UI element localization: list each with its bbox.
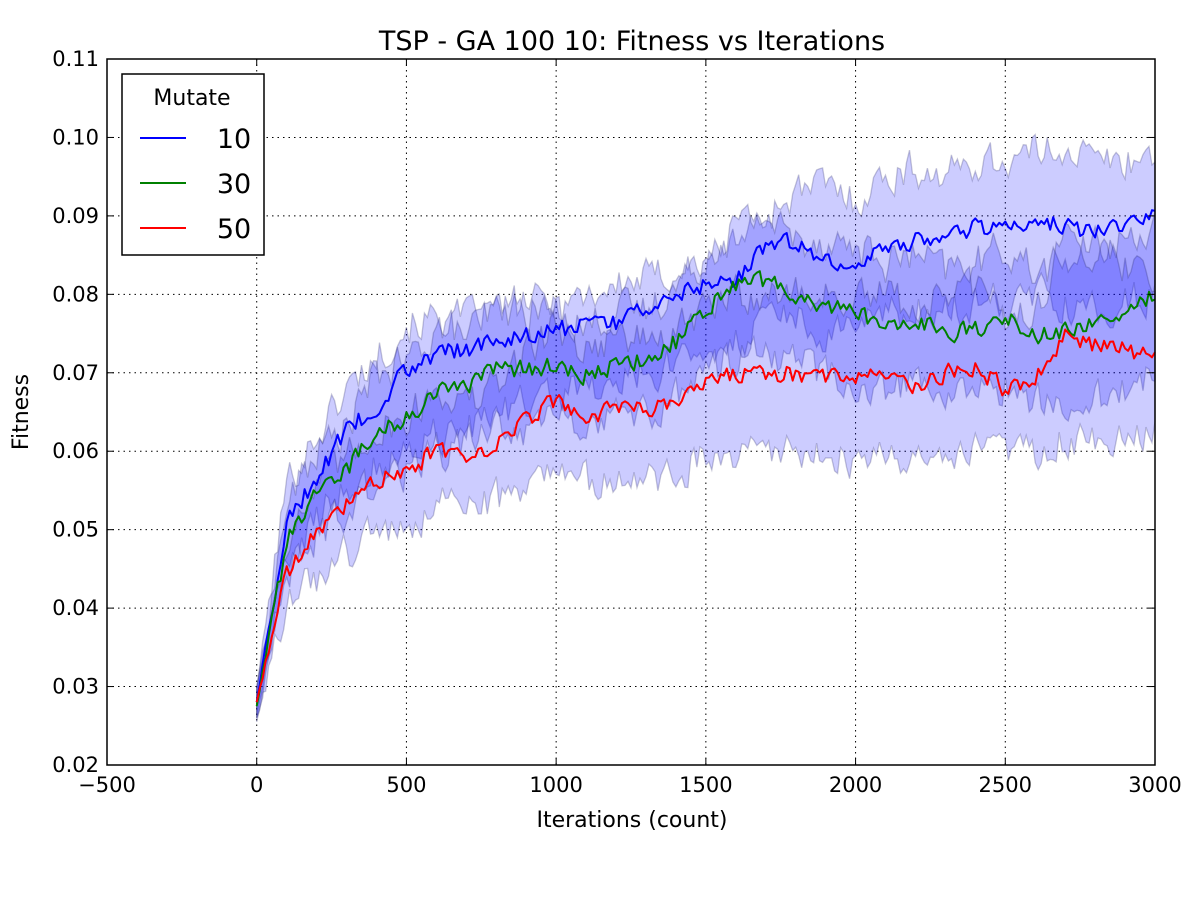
legend-entries: 10 30 50 bbox=[140, 124, 251, 245]
y-tick-label: 0.02 bbox=[52, 753, 99, 777]
line-series-50 bbox=[255, 328, 1156, 703]
x-tick-label: 2000 bbox=[829, 773, 882, 797]
y-tick-label: 0.09 bbox=[52, 204, 99, 228]
legend-title: Mutate bbox=[153, 86, 230, 111]
x-tick-label: 1000 bbox=[529, 773, 582, 797]
plot-frame bbox=[106, 58, 1156, 766]
series-lines bbox=[255, 209, 1156, 707]
y-axis-ticks: 0.02 0.03 0.04 0.05 0.06 0.07 0.08 0.09 0.10 0.11 bbox=[52, 47, 1155, 777]
line-series-30 bbox=[255, 270, 1156, 707]
legend-label-10: 10 bbox=[217, 124, 251, 155]
line-series-10 bbox=[255, 209, 1156, 703]
x-axis-ticks: −500 0 500 1000 1500 2000 2500 3000 bbox=[78, 59, 1182, 797]
x-tick-label: 500 bbox=[386, 773, 426, 797]
x-tick-label: 0 bbox=[250, 773, 263, 797]
y-tick-label: 0.11 bbox=[52, 47, 99, 71]
legend-box bbox=[121, 73, 265, 256]
legend-label-30: 30 bbox=[217, 169, 251, 200]
x-tick-label: 2500 bbox=[979, 773, 1032, 797]
y-tick-label: 0.05 bbox=[52, 518, 99, 542]
y-tick-label: 0.08 bbox=[52, 282, 99, 306]
y-axis-label: Fitness bbox=[9, 374, 34, 450]
x-tick-label: −500 bbox=[78, 773, 136, 797]
legend: Mutate 10 30 50 bbox=[121, 73, 265, 256]
y-tick-label: 0.03 bbox=[52, 675, 99, 699]
y-tick-label: 0.04 bbox=[52, 596, 99, 620]
y-tick-label: 0.10 bbox=[52, 125, 99, 149]
chart-title: TSP - GA 100 10: Fitness vs Iterations bbox=[378, 26, 885, 57]
x-axis-label: Iterations (count) bbox=[536, 808, 727, 833]
grid bbox=[107, 59, 1155, 765]
x-tick-label: 3000 bbox=[1128, 773, 1181, 797]
y-tick-label: 0.06 bbox=[52, 439, 99, 463]
legend-label-50: 50 bbox=[217, 214, 251, 245]
y-tick-label: 0.07 bbox=[52, 361, 99, 385]
x-tick-label: 1500 bbox=[679, 773, 732, 797]
